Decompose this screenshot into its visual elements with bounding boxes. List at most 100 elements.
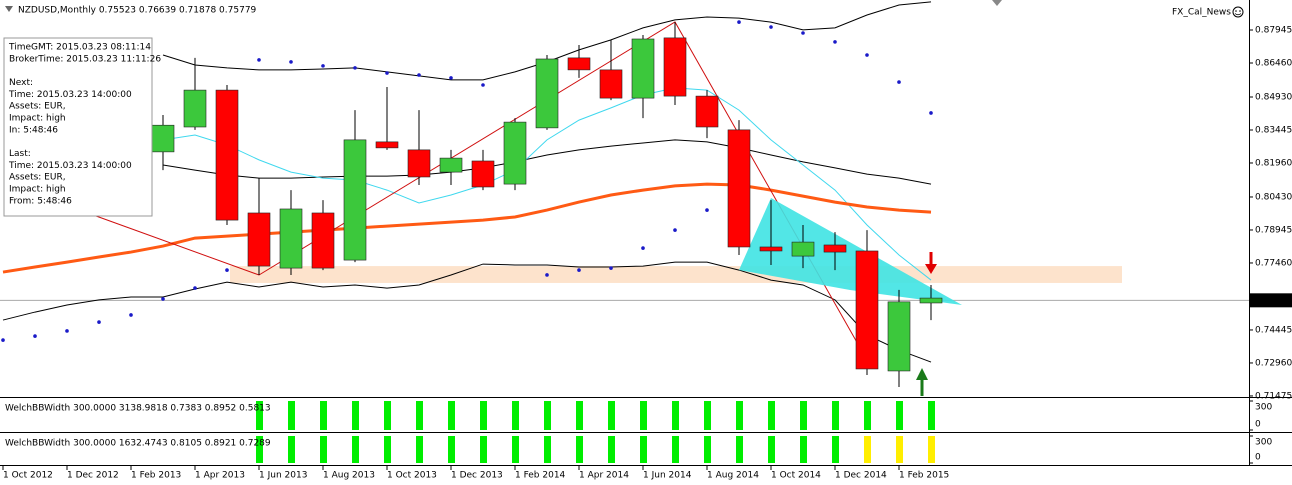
width-bar	[256, 401, 263, 430]
indicator-line	[162, 87, 932, 281]
candle-body	[215, 89, 239, 221]
width-bar	[256, 436, 263, 463]
x-tick-label: 1 Jun 2013	[259, 471, 307, 481]
candle-body	[695, 95, 719, 128]
width-bar	[384, 401, 391, 430]
sar-dot	[193, 286, 197, 290]
width-bar	[896, 401, 903, 430]
candle-body	[183, 89, 207, 128]
x-tick-label: 1 Aug 2014	[707, 471, 759, 481]
info-line: In: 5:48:46	[9, 125, 58, 135]
width-bar	[800, 401, 807, 430]
info-text: TimeGMT: 2015.03.23 08:11:14BrokerTime: …	[8, 43, 161, 207]
y-tick-label: 0.80430	[1255, 192, 1292, 202]
width-bar	[576, 436, 583, 463]
candle-body	[279, 208, 303, 269]
width-bar	[480, 436, 487, 463]
width-bar	[864, 436, 871, 463]
width-bar	[352, 436, 359, 463]
sar-dot	[705, 208, 709, 212]
x-tick-label: 1 Apr 2013	[195, 471, 245, 481]
sar-dot	[673, 228, 677, 232]
indicator-line	[2, 261, 932, 363]
info-line: Assets: EUR,	[9, 173, 66, 183]
width-bar	[896, 436, 903, 463]
sar-dot	[481, 83, 485, 87]
candle-body	[919, 297, 943, 304]
info-line: Time: 2015.03.23 14:00:00	[8, 161, 132, 171]
candle-body	[759, 246, 783, 252]
sar-dot	[609, 266, 613, 270]
width-bar	[928, 436, 935, 463]
width-bar	[736, 436, 743, 463]
y-tick-label: 0.87945	[1255, 25, 1292, 35]
sar-dot	[417, 73, 421, 77]
sar-dot	[801, 31, 805, 35]
info-line: Time: 2015.03.23 14:00:00	[8, 90, 132, 100]
resistance-zone	[230, 266, 1122, 283]
info-line: Assets: EUR,	[9, 102, 66, 112]
x-tick-label: 1 Apr 2014	[579, 471, 629, 481]
zigzag	[84, 21, 868, 361]
corner-title: FX_Cal_News	[1172, 8, 1231, 18]
x-tick-label: 1 Oct 2012	[3, 471, 53, 481]
panel-label: WelchBBWidth 300.0000 3138.9818 0.7383 0…	[5, 404, 271, 414]
candle-body	[567, 57, 591, 71]
y-tick-label: 0.81960	[1255, 158, 1292, 168]
width-bar	[640, 401, 647, 430]
width-bar	[704, 436, 711, 463]
sar-dot	[257, 58, 261, 62]
candle-body	[727, 129, 751, 248]
sar-dot	[353, 66, 357, 70]
y-tick-label: 0.84930	[1255, 92, 1292, 102]
sar-dot	[897, 80, 901, 84]
x-tick-label: 1 Jun 2014	[643, 471, 692, 481]
width-bar	[736, 401, 743, 430]
indicator-line	[162, 139, 932, 185]
candle-body	[407, 149, 431, 178]
x-tick-label: 1 Feb 2014	[515, 471, 566, 481]
triangle-pattern	[739, 198, 962, 305]
width-bar	[800, 436, 807, 463]
x-tick-label: 1 Feb 2015	[899, 471, 949, 481]
sar-dot	[129, 313, 133, 317]
width-bar	[544, 401, 551, 430]
width-bar	[608, 436, 615, 463]
info-line: TimeGMT: 2015.03.23 08:11:14	[8, 43, 151, 53]
x-tick-label: 1 Aug 2013	[323, 471, 375, 481]
candle-body	[887, 301, 911, 372]
sar-dot	[833, 40, 837, 44]
candle-body	[823, 244, 847, 253]
width-bar	[576, 401, 583, 430]
candle-body	[631, 38, 655, 99]
sar-dot	[865, 53, 869, 57]
sar-dot	[1, 338, 5, 342]
candle-body	[503, 121, 527, 185]
sar-dot	[577, 268, 581, 272]
x-tick-label: 1 Feb 2013	[131, 471, 181, 481]
width-bar	[832, 401, 839, 430]
width-bar	[544, 436, 551, 463]
y-tick-label: 0.71475	[1255, 391, 1292, 401]
panel-tick-label: 0	[1255, 420, 1261, 430]
candle-body	[151, 124, 175, 153]
header-icon	[5, 6, 13, 12]
last-price-label: 0.75779	[1254, 296, 1291, 306]
panel-tick-label: 300	[1255, 438, 1272, 448]
sar-dot	[161, 297, 165, 301]
sar-dot	[289, 60, 293, 64]
info-line: Next:	[9, 78, 33, 88]
buy-arrow	[916, 368, 928, 396]
candle-body	[311, 212, 335, 269]
sar-dot	[929, 111, 933, 115]
width-bar	[352, 401, 359, 430]
x-tick-label: 1 Oct 2014	[771, 471, 821, 481]
info-line: Last:	[9, 149, 31, 159]
width-bar	[768, 401, 775, 430]
width-bar	[416, 436, 423, 463]
info-box	[3, 37, 153, 217]
candle-body	[375, 141, 399, 149]
x-tick-label: 1 Dec 2012	[67, 471, 119, 481]
